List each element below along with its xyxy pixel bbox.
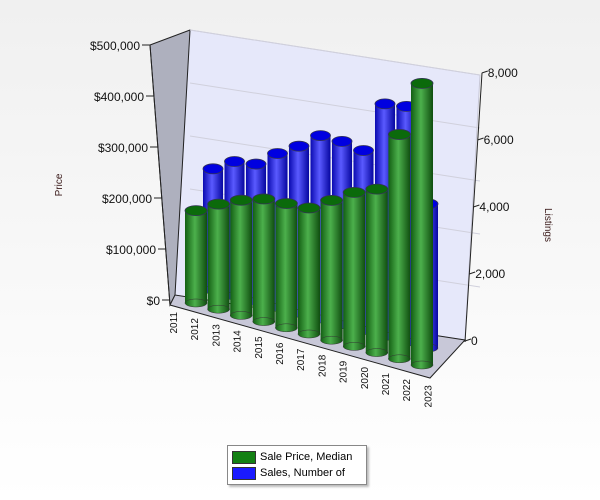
y-right-label: Listings: [542, 208, 553, 242]
legend-label: Sales, Number of: [260, 467, 345, 479]
bar-sale-price: [274, 198, 298, 333]
y-right-tick-label: 0: [471, 334, 478, 348]
x-tick-label: 2020: [360, 366, 371, 389]
x-tick-label: 2011: [169, 312, 180, 334]
y-right-tick-label: 6,000: [484, 133, 514, 147]
x-tick-label: 2014: [233, 330, 244, 353]
y-left-tick-label: $200,000: [102, 192, 152, 206]
y-left-label: Price: [54, 173, 65, 196]
x-tick-label: 2012: [190, 318, 201, 341]
legend-item-sales: Sales, Number of: [232, 465, 362, 481]
legend: Sale Price, Median Sales, Number of: [227, 445, 367, 485]
bar-sale-price: [387, 129, 411, 364]
bar-sale-price: [297, 202, 321, 339]
y-right-tick-label: 2,000: [475, 267, 505, 281]
y-right-tick: [464, 338, 472, 342]
bar-sale-price: [184, 205, 208, 308]
legend-swatch: [232, 466, 256, 480]
y-right-tick: [477, 137, 484, 141]
x-tick-label: 2018: [317, 354, 328, 377]
x-tick-label: 2023: [423, 385, 434, 408]
legend-item-price: Sale Price, Median: [232, 449, 362, 465]
x-tick-label: 2013: [211, 324, 222, 347]
bar-sale-price: [229, 194, 253, 320]
y-right-tick: [481, 70, 488, 74]
bar-sale-price: [365, 183, 389, 357]
x-tick-label: 2015: [254, 336, 265, 359]
x-tick-label: 2019: [339, 360, 350, 383]
x-tick-label: 2022: [402, 379, 413, 402]
y-left-tick-label: $500,000: [90, 39, 140, 53]
bar-sale-price: [410, 78, 434, 370]
legend-swatch: [232, 450, 256, 464]
x-tick-label: 2021: [381, 373, 392, 396]
x-tick-label: 2016: [275, 342, 286, 365]
y-left-tick-label: $0: [147, 294, 161, 308]
y-right-tick-label: 4,000: [479, 200, 509, 214]
y-right-tick-label: 8,000: [488, 66, 518, 80]
gridline: [189, 29, 481, 76]
y-right-tick: [469, 271, 476, 275]
y-left-tick-label: $100,000: [106, 243, 156, 257]
x-tick-label: 2017: [296, 348, 307, 371]
bar-sale-price: [342, 186, 366, 351]
legend-label: Sale Price, Median: [260, 451, 353, 463]
y-left-tick-label: $300,000: [98, 141, 148, 155]
bar-sale-price: [207, 198, 231, 314]
y-left-tick-label: $400,000: [94, 90, 144, 104]
bar-sale-price: [252, 193, 276, 326]
y-right-tick: [473, 204, 480, 208]
bar-sale-price: [320, 194, 344, 345]
